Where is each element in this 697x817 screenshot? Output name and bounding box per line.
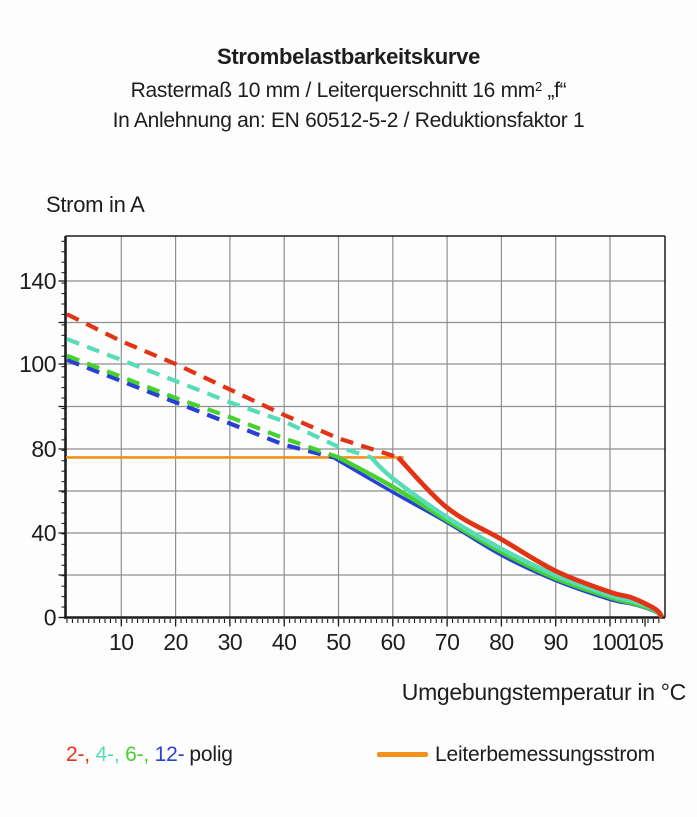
y-tick-label: 0 (44, 605, 56, 631)
y-tick-label: 80 (31, 436, 56, 462)
chart-subtitle-2: In Anlehnung an: EN 60512-5-2 / Reduktio… (112, 109, 585, 132)
x-tick-label: 105 (627, 629, 664, 655)
legend-pole-item-6-polig: 6-, (125, 743, 155, 766)
curve-2-polig-dashed (66, 312, 399, 460)
legend-pole-suffix: polig (189, 743, 233, 766)
x-tick-label: 80 (489, 629, 514, 655)
legend-pole-items: 2-, 4-, 6-, 12- (66, 743, 185, 766)
subtitle-main: Rastermaß 10 mm / Leiterquerschnitt 16 m… (130, 79, 536, 102)
y-tick-label: 40 (31, 520, 56, 546)
x-tick-label: 90 (543, 629, 568, 655)
x-tick-label: 10 (109, 629, 134, 655)
curve-4-polig-dashed (66, 337, 372, 460)
rated-current-line-swatch (377, 752, 428, 757)
x-tick-label: 60 (381, 629, 406, 655)
x-tick-label: 40 (272, 629, 297, 655)
legend-pole-item-4-polig: 4-, (95, 743, 126, 766)
x-tick-label: 20 (163, 629, 188, 655)
chart-subtitle-1: Rastermaß 10 mm / Leiterquerschnitt 16 m… (0, 72, 697, 106)
curve-6-polig-dashed (66, 353, 340, 460)
subtitle-tail: „f“ (541, 79, 567, 102)
rated-current-label: Leiterbemessungsstrom (435, 743, 655, 766)
y-axis-title: Strom in A (46, 192, 145, 217)
x-tick-label: 50 (326, 629, 351, 655)
legend-pole-item-2-polig: 2-, (66, 743, 96, 766)
x-axis-title: Umgebungstemperatur in °C (401, 679, 687, 705)
chart-title: Strombelastbarkeitskurve (216, 44, 481, 69)
subtitle-superscript: 2 (534, 79, 542, 94)
legend-pole-item-12-polig: 12- (154, 743, 185, 766)
y-tick-label: 100 (19, 351, 56, 377)
x-tick-label: 30 (218, 629, 243, 655)
legend-rated-current: Leiterbemessungsstrom (377, 743, 655, 767)
chart-title-block: Strombelastbarkeitskurve Rastermaß 10 mm… (0, 42, 697, 136)
curve-12-polig-dashed (66, 357, 334, 460)
curve-2-polig-solid (396, 455, 665, 619)
x-tick-label: 100 (592, 629, 629, 655)
y-tick-label: 140 (19, 268, 56, 294)
legend-pole-variants: 2-, 4-, 6-, 12- polig (66, 743, 233, 767)
legend: 2-, 4-, 6-, 12- polig Leiterbemessungsstr… (0, 743, 697, 773)
x-tick-label: 70 (435, 629, 460, 655)
